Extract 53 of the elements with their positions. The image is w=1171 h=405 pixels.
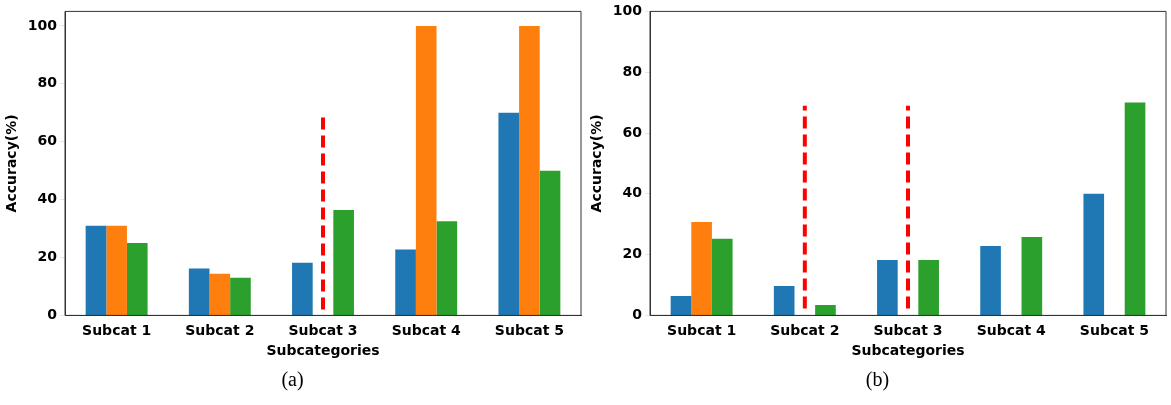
x-tick-label: Subcat 2 xyxy=(770,322,840,339)
x-axis-title: Subcategories xyxy=(266,342,380,359)
x-tick-label: Subcat 1 xyxy=(667,322,737,339)
bar xyxy=(498,112,520,315)
bar xyxy=(333,210,354,315)
x-tick-label: Subcat 4 xyxy=(976,322,1047,339)
bar xyxy=(519,25,540,315)
bar xyxy=(436,221,458,315)
x-tick-label: Subcat 3 xyxy=(873,322,943,339)
x-tick-label: Subcat 3 xyxy=(288,322,358,339)
y-tick-label: 80 xyxy=(622,62,643,79)
y-tick-label: 20 xyxy=(622,245,643,262)
bar xyxy=(815,305,836,315)
bar xyxy=(1083,193,1105,315)
x-tick-label: Subcat 4 xyxy=(391,322,462,339)
x-tick-label: Subcat 5 xyxy=(1079,322,1149,339)
y-tick-label: 40 xyxy=(622,184,643,201)
bar xyxy=(85,225,107,315)
y-tick-label: 0 xyxy=(47,306,58,323)
bar xyxy=(670,295,692,315)
bar xyxy=(415,25,437,315)
x-tick-label: Subcat 5 xyxy=(494,322,564,339)
x-axis-title: Subcategories xyxy=(851,342,965,359)
y-tick-label: 20 xyxy=(37,248,58,265)
bar xyxy=(773,285,795,315)
bar xyxy=(395,249,416,315)
y-tick-label: 60 xyxy=(37,132,58,149)
bar xyxy=(877,260,898,315)
y-tick-label: 100 xyxy=(612,2,643,19)
bar xyxy=(1021,236,1043,315)
bar xyxy=(188,268,210,315)
bar xyxy=(980,246,1001,315)
bar xyxy=(691,222,712,315)
y-tick-label: 0 xyxy=(632,306,643,323)
y-tick-label: 40 xyxy=(37,190,58,207)
text: (a) xyxy=(280,368,305,391)
bar xyxy=(292,262,313,315)
bar xyxy=(230,277,251,315)
bar xyxy=(209,273,231,315)
y-axis-title: Accuracy(%) xyxy=(588,114,605,213)
text: (b) xyxy=(864,368,891,391)
y-axis-title: Accuracy(%) xyxy=(3,114,20,213)
x-tick-label: Subcat 1 xyxy=(82,322,152,339)
bar xyxy=(711,238,733,315)
y-tick-label: 60 xyxy=(622,123,643,140)
y-tick-label: 80 xyxy=(37,74,58,91)
bar xyxy=(539,170,561,315)
y-tick-label: 100 xyxy=(27,16,58,33)
bar xyxy=(918,260,939,315)
bar xyxy=(1124,102,1146,315)
x-tick-label: Subcat 2 xyxy=(185,322,255,339)
bar xyxy=(126,243,148,315)
bar xyxy=(106,225,127,315)
